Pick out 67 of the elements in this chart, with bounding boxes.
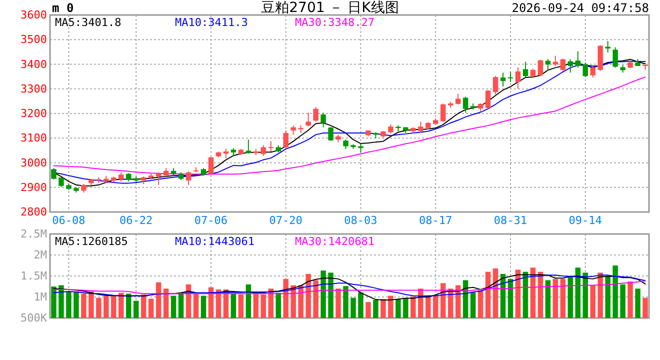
candlestick <box>343 139 348 150</box>
y-tick-label: 3500 <box>20 33 47 46</box>
text: MA10:1443061 <box>175 235 254 248</box>
y-tick-label: 500K <box>20 312 48 325</box>
candlestick <box>605 40 610 53</box>
annotation: 2026-09-24 09:47:58 <box>512 1 649 15</box>
candlestick <box>560 58 566 72</box>
candlestick <box>283 130 288 148</box>
candlestick <box>51 168 56 180</box>
y-tick-label: 3600 <box>20 8 47 22</box>
candlestick <box>545 58 551 72</box>
candlestick <box>418 121 424 134</box>
x-tick-label: 08-31 <box>494 214 528 227</box>
candlestick <box>612 46 618 68</box>
candlestick <box>508 71 514 82</box>
candlestick <box>522 61 528 78</box>
y-tick-label: 3400 <box>20 58 47 71</box>
candlestick <box>260 144 266 156</box>
y-tick-label: 1.5M <box>20 270 48 283</box>
candlestick <box>455 93 461 105</box>
candlestick <box>328 126 334 142</box>
candlestick <box>568 58 573 74</box>
x-tick-label: 07-20 <box>269 214 302 227</box>
candlestick <box>320 112 326 128</box>
candlestick <box>538 59 544 77</box>
annotation: m 0 <box>52 1 74 15</box>
line-series <box>53 280 646 294</box>
candlestick <box>246 139 252 154</box>
candlestick <box>515 66 521 90</box>
candlestick <box>58 177 64 188</box>
candlestick <box>118 172 124 182</box>
candlestick <box>575 50 580 68</box>
candlestick <box>462 96 468 114</box>
x-tick-label: 06-08 <box>52 214 86 227</box>
y-tick-label: 3100 <box>20 132 47 145</box>
candlestick <box>440 103 446 123</box>
y-tick-label: 3300 <box>20 82 47 96</box>
x-tick-label: 07-06 <box>194 214 228 227</box>
y-tick-label: 2.5M <box>20 228 48 241</box>
y-tick-label: 1M <box>34 290 48 304</box>
y-tick-label: 3200 <box>20 107 47 120</box>
candlestick <box>306 112 311 127</box>
y-tick-label: 2800 <box>20 206 47 219</box>
x-tick-label: 08-03 <box>344 214 378 227</box>
x-tick-label: 09-14 <box>568 214 602 227</box>
text: MA10:3411.3 <box>175 16 248 29</box>
text: MA5:3401.8 <box>55 16 122 29</box>
y-tick-label: 2900 <box>20 180 47 194</box>
candlestick <box>208 156 214 176</box>
text: MA30:3348.27 <box>295 16 374 29</box>
x-tick-label: 08-17 <box>419 214 452 227</box>
candlestick <box>388 124 394 134</box>
candlestick <box>268 140 274 152</box>
candlestick <box>290 125 296 136</box>
candlestick <box>186 170 192 186</box>
candlestick <box>492 76 498 95</box>
candlestick <box>485 90 491 110</box>
candlestick <box>582 62 588 78</box>
text: MA5:1260185 <box>55 235 128 248</box>
text: MA30:1420681 <box>295 235 374 248</box>
chart-title: 豆粕2701 － 日K线图 <box>261 0 399 16</box>
x-tick-label: 06-22 <box>120 214 153 227</box>
y-tick-label: 2M <box>34 248 48 262</box>
candlestick <box>500 72 506 88</box>
candlestick <box>313 106 318 122</box>
candlestick <box>590 65 596 78</box>
y-tick-label: 3000 <box>20 156 47 170</box>
